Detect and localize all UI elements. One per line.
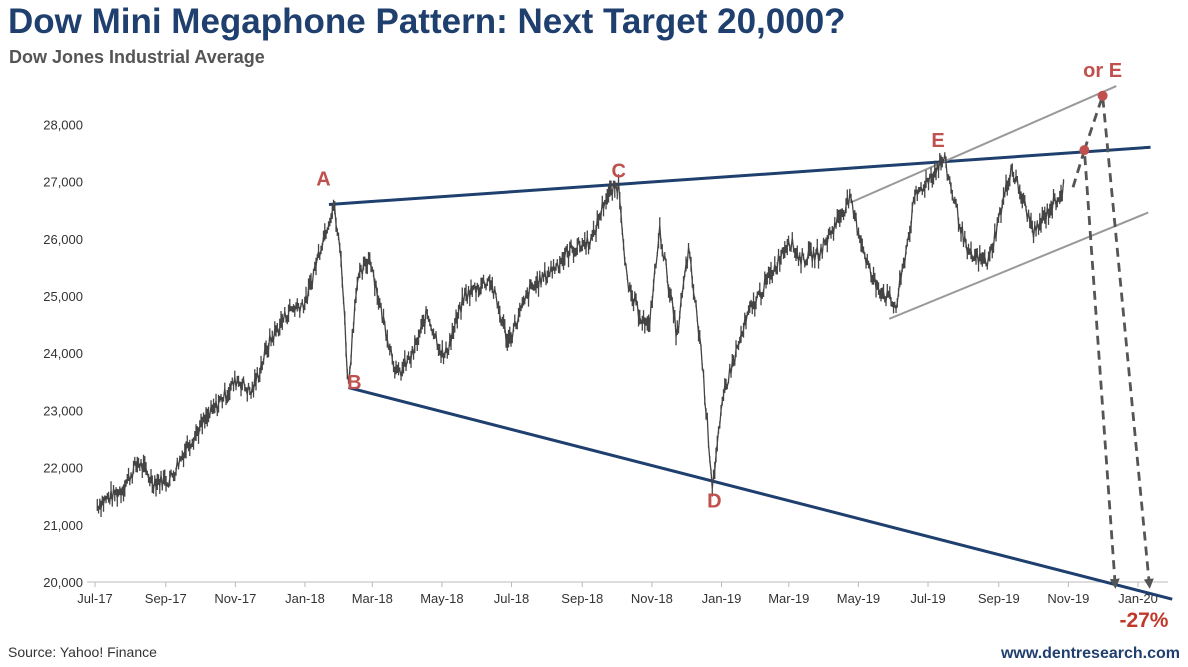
- y-tick-label: 25,000: [43, 289, 83, 304]
- trendline-channel-upper: [852, 85, 1117, 203]
- x-tick-label: Jan-18: [285, 591, 325, 606]
- x-tick-label: Jan-19: [702, 591, 742, 606]
- x-tick-label: Jan-20: [1118, 591, 1158, 606]
- y-tick-label: 28,000: [43, 117, 83, 132]
- x-tick-label: Mar-19: [768, 591, 809, 606]
- point-labels: A B C D Eor E -27%: [316, 60, 1169, 632]
- y-tick-label: 26,000: [43, 232, 83, 247]
- pattern-label-c: C: [612, 160, 626, 182]
- x-tick-label: Sep-18: [561, 591, 603, 606]
- trendline-channel-lower: [888, 211, 1149, 320]
- x-axis-ticks: Jul-17 Sep-17 Nov-17 Jan-18 Mar-18 May-18 Jul-…: [77, 582, 1158, 606]
- target-point-1: [1079, 145, 1090, 156]
- trendline-megaphone-lower: [347, 386, 1173, 601]
- y-tick-label: 27,000: [43, 175, 83, 190]
- projection-arrows: [1071, 90, 1154, 589]
- x-tick-label: Jul-17: [77, 591, 112, 606]
- pattern-label-b: B: [347, 372, 361, 394]
- pattern-label-d: D: [707, 490, 721, 512]
- target-percent-label: -27%: [1119, 609, 1168, 632]
- x-tick-label: Nov-19: [1047, 591, 1089, 606]
- chart-subtitle: Dow Jones Industrial Average: [9, 47, 265, 67]
- pattern-label-or-e: or E: [1083, 60, 1122, 82]
- y-tick-label: 24,000: [43, 346, 83, 361]
- projection-path-1: [1071, 149, 1120, 589]
- chart-title: Dow Mini Megaphone Pattern: Next Target …: [8, 2, 846, 41]
- y-tick-label: 21,000: [43, 518, 83, 533]
- pattern-lines: [328, 85, 1173, 601]
- x-tick-label: Sep-17: [145, 591, 187, 606]
- x-tick-label: Mar-18: [352, 591, 393, 606]
- x-tick-label: Nov-18: [631, 591, 673, 606]
- pattern-label-e: E: [931, 130, 944, 152]
- x-tick-label: Jul-19: [910, 591, 945, 606]
- price-series: [96, 152, 1065, 517]
- x-tick-label: Jul-18: [494, 591, 529, 606]
- y-tick-label: 22,000: [43, 461, 83, 476]
- y-axis-ticks: 20,000 21,000 22,000 23,000 24,000 25,000 26,0…: [43, 117, 83, 590]
- trendline-megaphone-upper: [328, 145, 1151, 206]
- target-point-2: [1097, 90, 1108, 101]
- x-tick-label: Sep-19: [978, 591, 1020, 606]
- x-tick-label: May-18: [420, 591, 463, 606]
- website-link[interactable]: www.dentresearch.com: [1000, 645, 1180, 662]
- source-note: Source: Yahoo! Finance: [8, 644, 157, 660]
- pattern-label-a: A: [316, 169, 330, 191]
- y-tick-label: 20,000: [43, 575, 83, 590]
- y-tick-label: 23,000: [43, 403, 83, 418]
- price-line: [96, 152, 1065, 517]
- projection-path-2: [1083, 95, 1154, 589]
- x-tick-label: May-19: [837, 591, 880, 606]
- x-tick-label: Nov-17: [214, 591, 256, 606]
